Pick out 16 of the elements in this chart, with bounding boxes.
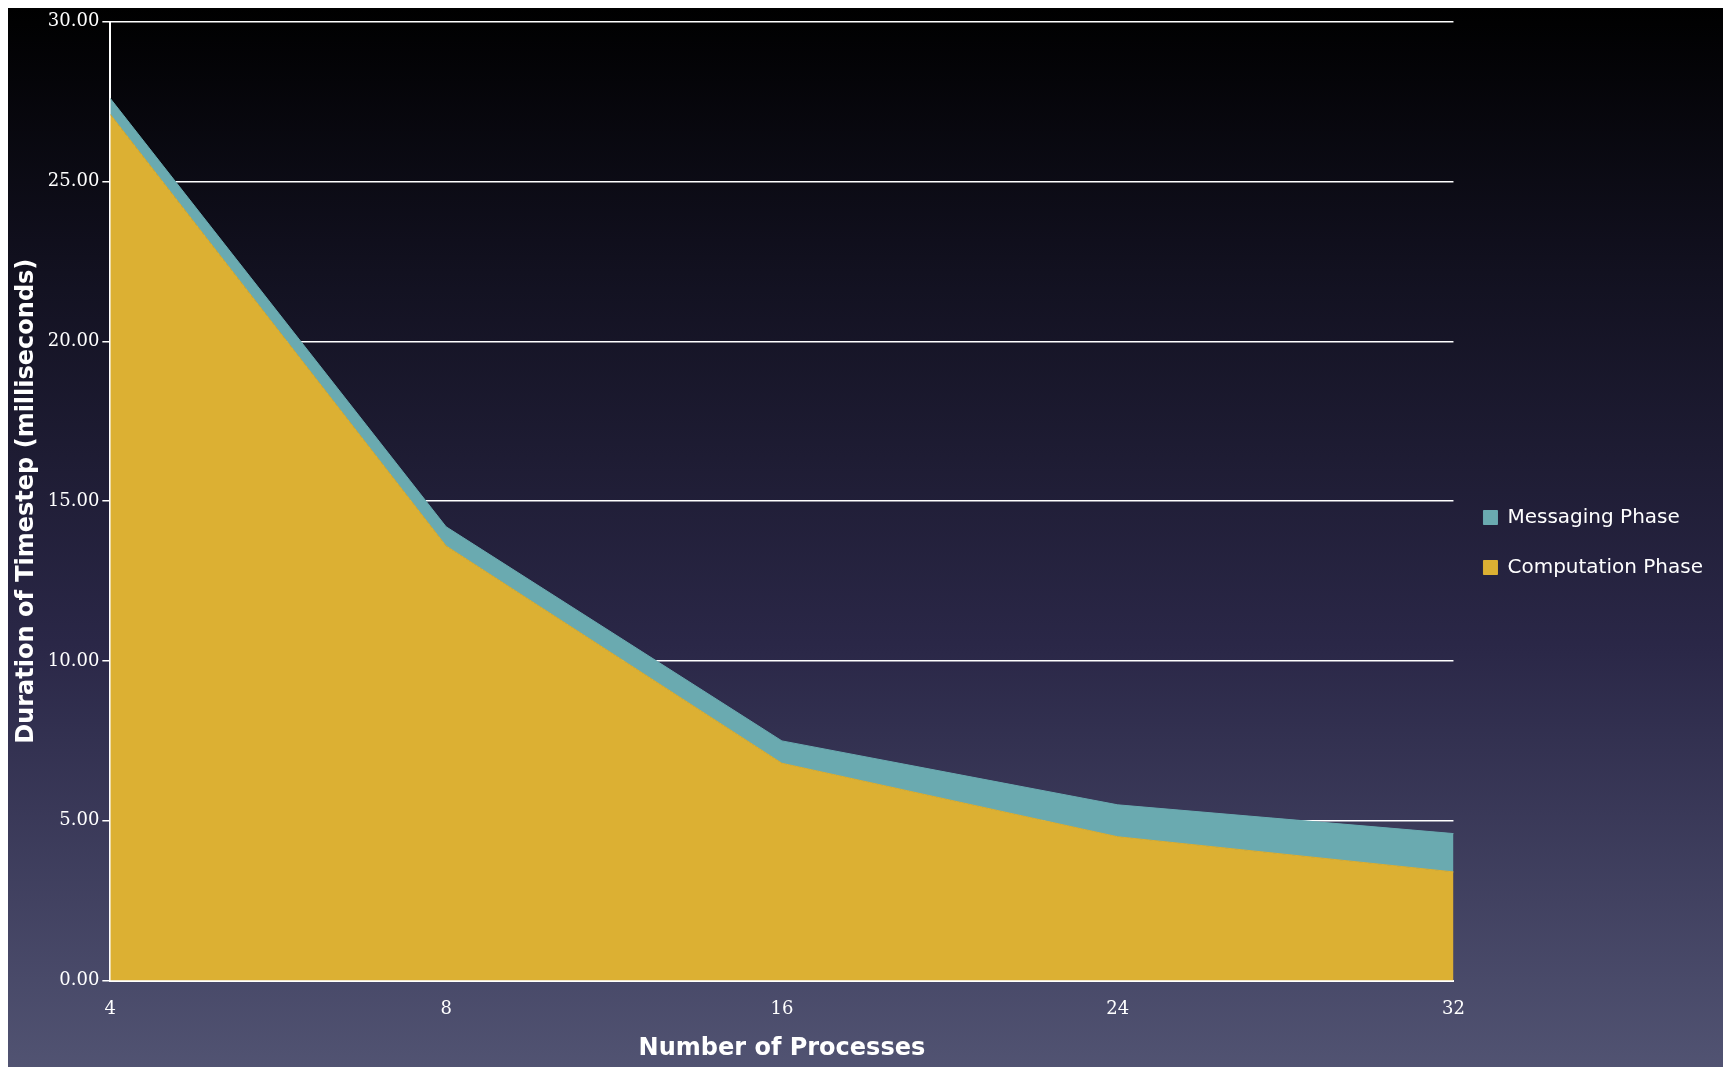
x-tick-label: 16 [770, 997, 794, 1019]
x-tick-label: 4 [104, 997, 117, 1019]
legend-label: Messaging Phase [1507, 503, 1680, 528]
y-tick-label: 0.00 [59, 968, 100, 990]
y-tick-label: 15.00 [47, 488, 100, 510]
legend-label: Computation Phase [1507, 553, 1704, 578]
x-axis-title: Number of Processes [638, 1032, 926, 1061]
y-axis-title: Duration of Timestep (milliseconds) [10, 258, 39, 744]
y-tick-label: 30.00 [47, 9, 100, 31]
x-tick-label: 8 [440, 997, 452, 1019]
y-tick-label: 10.00 [47, 648, 100, 670]
y-tick-label: 5.00 [59, 808, 100, 830]
y-tick-label: 20.00 [47, 329, 100, 351]
x-tick-label: 32 [1442, 997, 1465, 1019]
y-tick-label: 25.00 [47, 169, 100, 191]
x-tick-label: 24 [1106, 997, 1130, 1019]
